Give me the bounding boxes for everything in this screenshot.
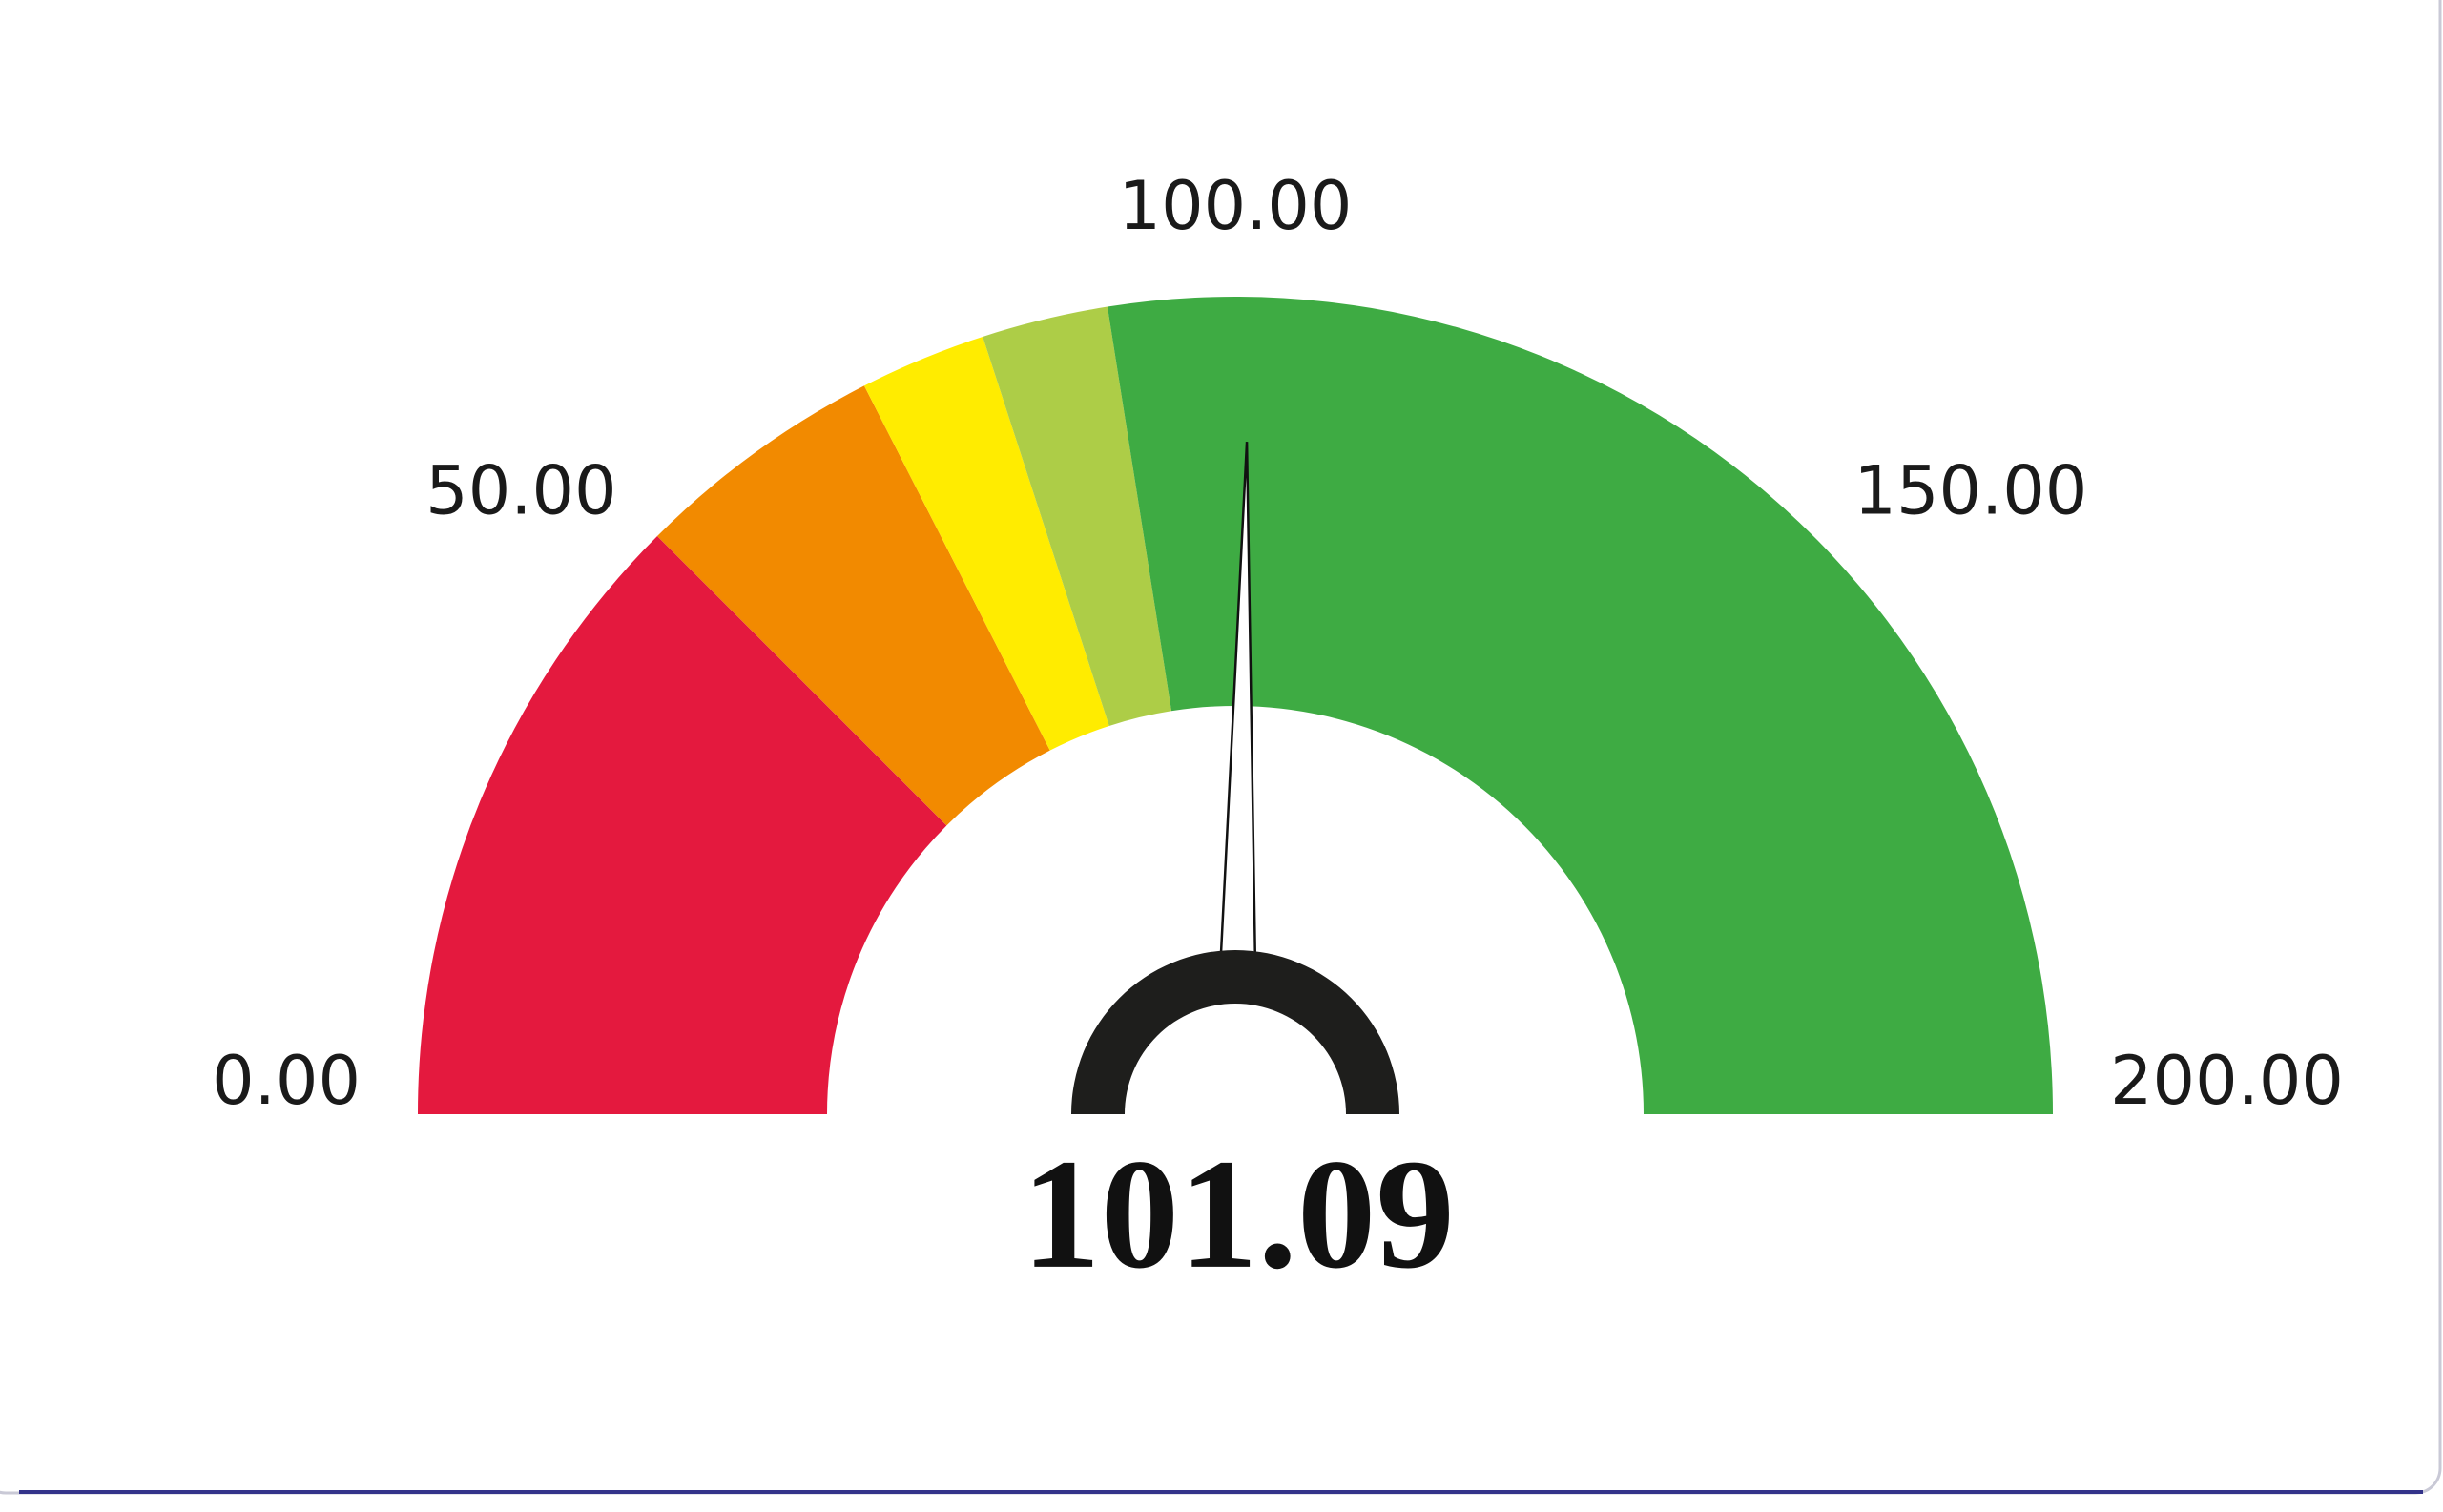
tick-label: 50.00 xyxy=(425,452,616,530)
tick-label: 150.00 xyxy=(1853,452,2087,530)
gauge-band xyxy=(1107,297,2053,1114)
gauge-band xyxy=(863,336,1109,751)
tick-label: 100.00 xyxy=(1119,167,1353,245)
gauge-band xyxy=(657,385,1050,826)
gauge-band xyxy=(418,536,947,1114)
tick-label: 0.00 xyxy=(212,1042,361,1120)
needle-hub xyxy=(1071,950,1399,1114)
gauge-value: 101.09 xyxy=(1022,1127,1455,1301)
gauge-band xyxy=(983,306,1172,726)
tick-label: 200.00 xyxy=(2110,1042,2344,1120)
